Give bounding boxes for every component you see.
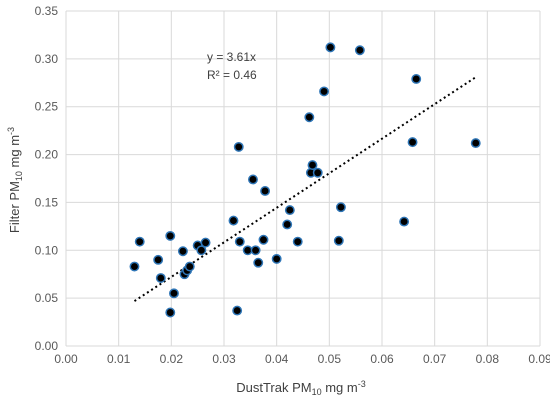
data-points (129, 42, 481, 318)
data-point (196, 245, 207, 256)
x-tick-label: 0.09 (528, 352, 550, 366)
y-tick-label: 0.25 (35, 100, 59, 114)
y-tick-labels: 0.00 0.05 0.10 0.15 0.20 0.25 0.30 0.35 (35, 4, 59, 353)
data-point (333, 235, 344, 246)
data-point (399, 216, 410, 227)
data-point (153, 254, 164, 265)
data-point (165, 307, 176, 318)
data-point (250, 245, 261, 256)
x-axis-title-unit: mg m (322, 380, 358, 395)
y-axis-title: Filter PM10 mg m-3 (6, 127, 24, 233)
data-point (177, 246, 188, 257)
x-tick-label: 0.06 (370, 352, 394, 366)
data-point (319, 86, 330, 97)
data-point (325, 42, 336, 53)
data-point (304, 112, 315, 123)
y-tick-label: 0.05 (35, 291, 59, 305)
data-point (354, 45, 365, 56)
y-axis-title-subscript: 10 (14, 171, 24, 181)
data-point (407, 137, 418, 148)
data-point (335, 202, 346, 213)
gridlines (65, 10, 541, 347)
data-point (470, 138, 481, 149)
x-tick-label: 0.00 (54, 352, 78, 366)
data-point (260, 185, 271, 196)
data-point (234, 236, 245, 247)
x-tick-labels: 0.00 0.01 0.02 0.03 0.04 0.05 0.06 0.07 0.08 0.09 (54, 352, 550, 366)
data-point (134, 236, 145, 247)
y-tick-label: 0.35 (35, 4, 59, 18)
data-point (228, 215, 239, 226)
data-point (284, 205, 295, 216)
data-point (169, 288, 179, 299)
x-tick-label: 0.07 (423, 352, 447, 366)
data-point (165, 230, 176, 241)
x-tick-label: 0.04 (265, 352, 289, 366)
data-point (271, 253, 282, 264)
data-point (312, 167, 323, 178)
y-axis-title-unit: mg m (7, 135, 22, 171)
y-axis-title-main: Filter PM (7, 181, 22, 233)
x-tick-label: 0.02 (160, 352, 184, 366)
data-point (232, 305, 243, 316)
x-axis-title-subscript: 10 (312, 387, 322, 397)
data-point (258, 234, 269, 245)
data-point (248, 174, 258, 185)
trendline-r-squared: R² = 0.46 (207, 68, 257, 82)
data-point (307, 160, 318, 171)
data-point (129, 261, 140, 272)
x-tick-label: 0.08 (476, 352, 500, 366)
trendline (133, 75, 478, 302)
data-point (292, 236, 303, 247)
data-point (184, 261, 195, 272)
data-point (242, 245, 253, 256)
trendline-equation: y = 3.61x (207, 50, 256, 64)
x-axis-title: DustTrak PM10 mg m-3 (236, 379, 366, 397)
y-tick-label: 0.30 (35, 52, 59, 66)
y-axis-title-exponent: -3 (6, 127, 16, 135)
y-tick-label: 0.15 (35, 195, 59, 209)
y-tick-label: 0.20 (35, 148, 59, 162)
x-tick-label: 0.05 (318, 352, 342, 366)
x-tick-label: 0.03 (212, 352, 236, 366)
data-point (233, 141, 244, 152)
y-tick-label: 0.00 (35, 339, 59, 353)
data-point (411, 74, 422, 84)
x-axis-title-main: DustTrak PM (236, 380, 311, 395)
data-point (155, 273, 166, 283)
y-tick-label: 0.10 (35, 243, 59, 257)
data-point (282, 219, 293, 230)
x-axis-title-exponent: -3 (358, 379, 366, 389)
data-point (253, 257, 264, 268)
x-tick-label: 0.01 (107, 352, 131, 366)
data-point (200, 237, 211, 248)
